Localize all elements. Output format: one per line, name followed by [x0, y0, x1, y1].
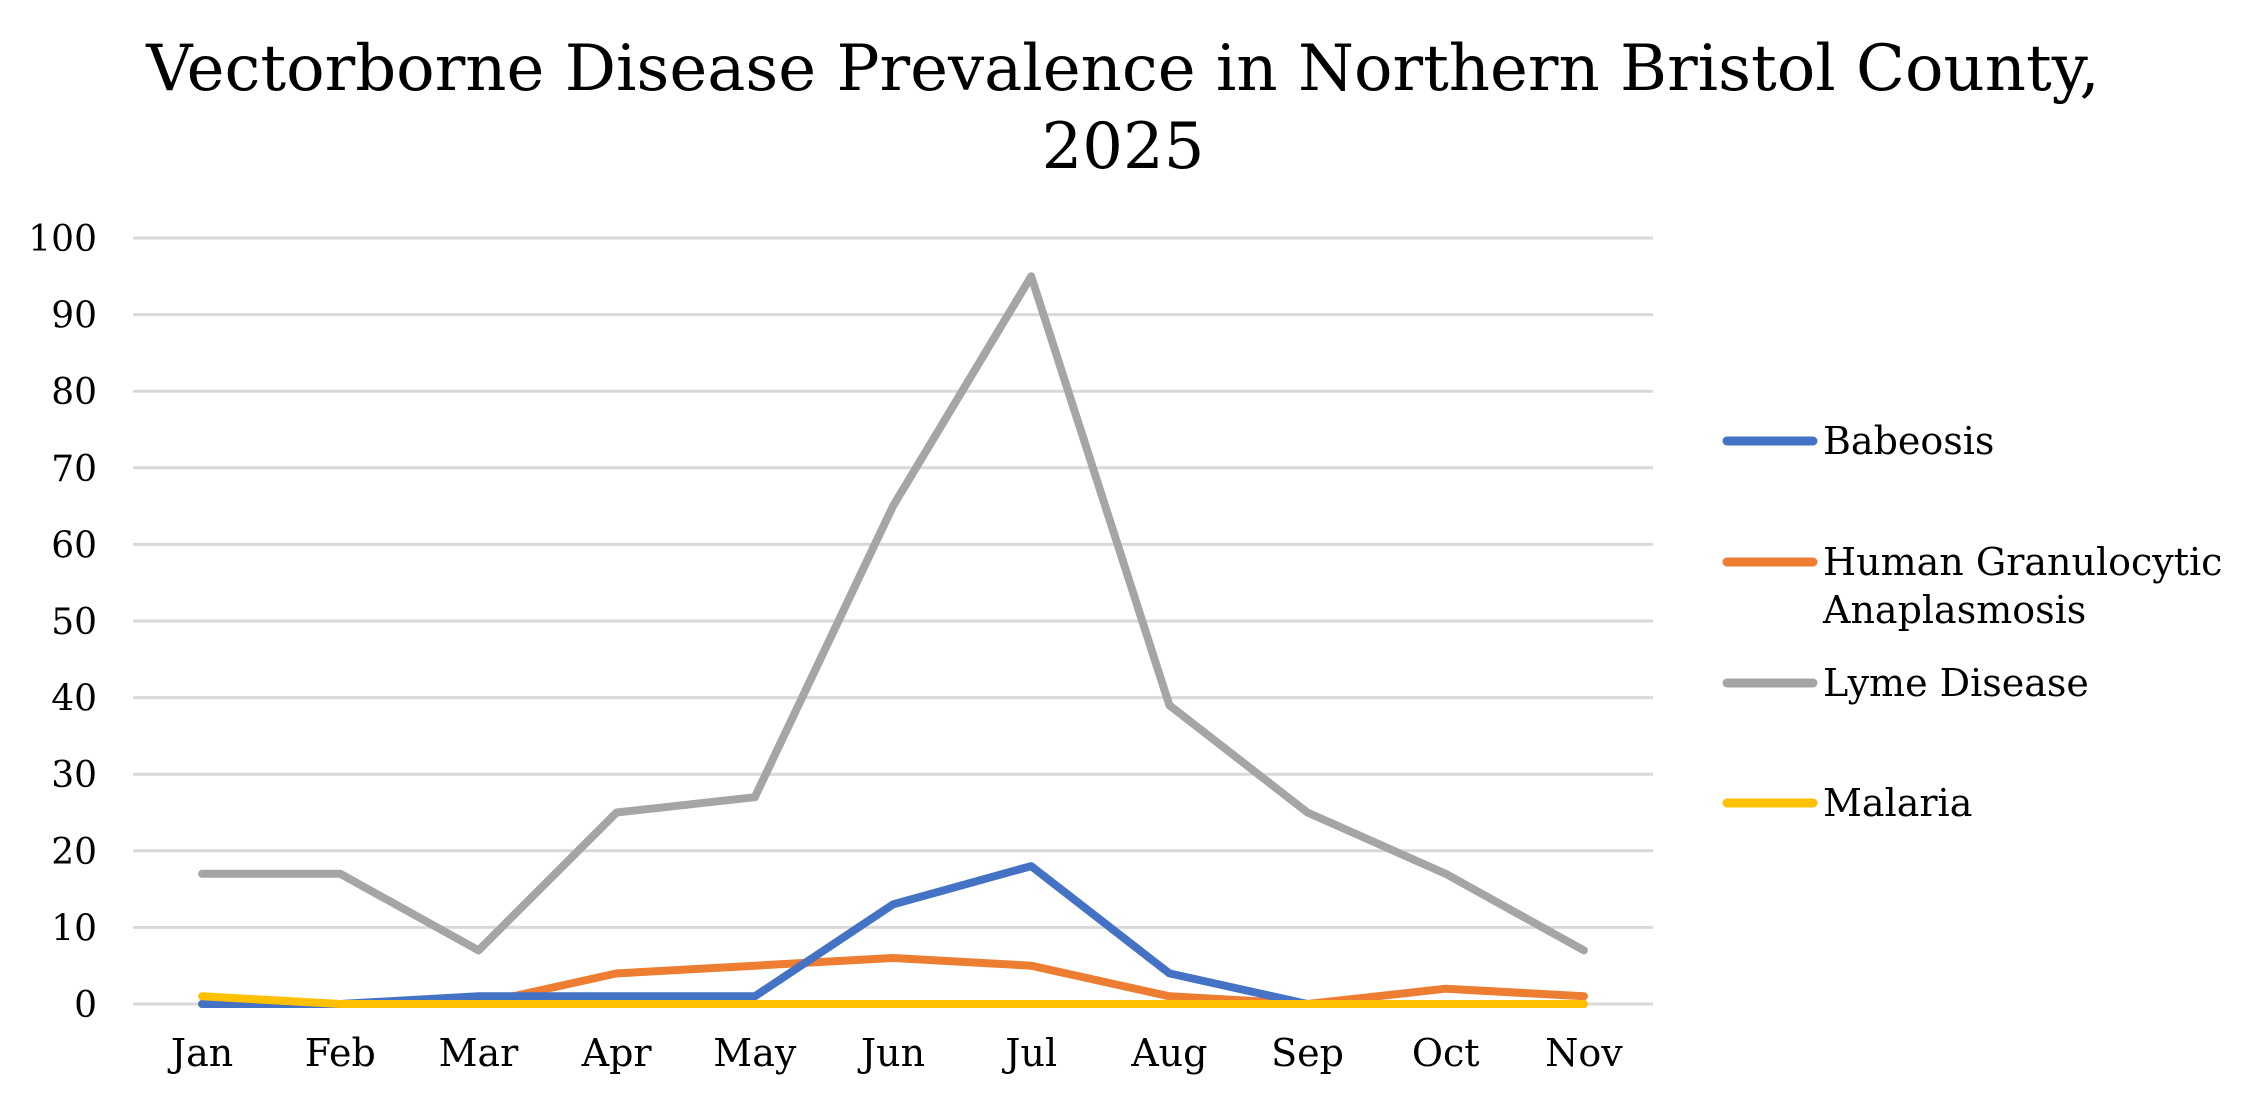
x-tick-label-feb: Feb: [305, 1031, 376, 1075]
x-axis-ticks: Jan Feb Mar Apr May Jun Jul Aug Sep Oct Nov: [167, 1031, 1623, 1075]
series-line-lyme-disease: [198, 272, 1588, 955]
series-lines: [198, 272, 1588, 1008]
series-line-malaria: [198, 992, 1588, 1008]
y-tick-label: 70: [51, 449, 97, 490]
y-tick-label: 0: [74, 985, 97, 1026]
y-tick-label: 40: [51, 679, 97, 720]
y-tick-label: 80: [51, 372, 97, 413]
series-line-babeosis: [198, 862, 1588, 1008]
legend-item-lyme-disease: Lyme Disease: [1722, 661, 2089, 705]
legend-label: Malaria: [1823, 781, 1972, 825]
gridlines: [133, 236, 1653, 1006]
x-tick-label-aug: Aug: [1130, 1031, 1207, 1075]
x-tick-label-oct: Oct: [1412, 1031, 1480, 1075]
legend-label: Lyme Disease: [1823, 661, 2089, 705]
y-tick-label: 100: [28, 219, 97, 260]
x-tick-label-mar: Mar: [439, 1031, 520, 1075]
y-tick-label: 20: [51, 832, 97, 873]
x-tick-label-jul: Jul: [1001, 1031, 1057, 1075]
legend-label: Human Granulocytic: [1823, 540, 2222, 584]
y-axis-ticks: 0 10 20 30 40 50 60 70 80 90 100: [28, 219, 97, 1026]
legend-item-malaria: Malaria: [1722, 781, 1972, 825]
x-tick-label-jan: Jan: [167, 1031, 233, 1075]
y-tick-label: 60: [51, 525, 97, 566]
y-tick-label: 90: [51, 296, 97, 337]
legend-label: Babeosis: [1823, 419, 1994, 463]
legend-item-babeosis: Babeosis: [1722, 419, 1994, 463]
x-tick-label-may: May: [713, 1031, 797, 1075]
y-tick-label: 10: [51, 908, 97, 949]
chart-title: Vectorborne Disease Prevalence in Northe…: [145, 32, 2099, 184]
x-tick-label-apr: Apr: [581, 1031, 653, 1075]
x-tick-label-jun: Jun: [857, 1031, 925, 1075]
y-tick-label: 30: [51, 755, 97, 796]
chart-title-line-1: Vectorborne Disease Prevalence in Northe…: [145, 32, 2099, 106]
chart-title-line-2: 2025: [1042, 110, 1205, 184]
x-tick-label-nov: Nov: [1545, 1031, 1623, 1075]
legend-label: Anaplasmosis: [1822, 588, 2086, 632]
y-tick-label: 50: [51, 602, 97, 643]
x-tick-label-sep: Sep: [1271, 1031, 1344, 1075]
